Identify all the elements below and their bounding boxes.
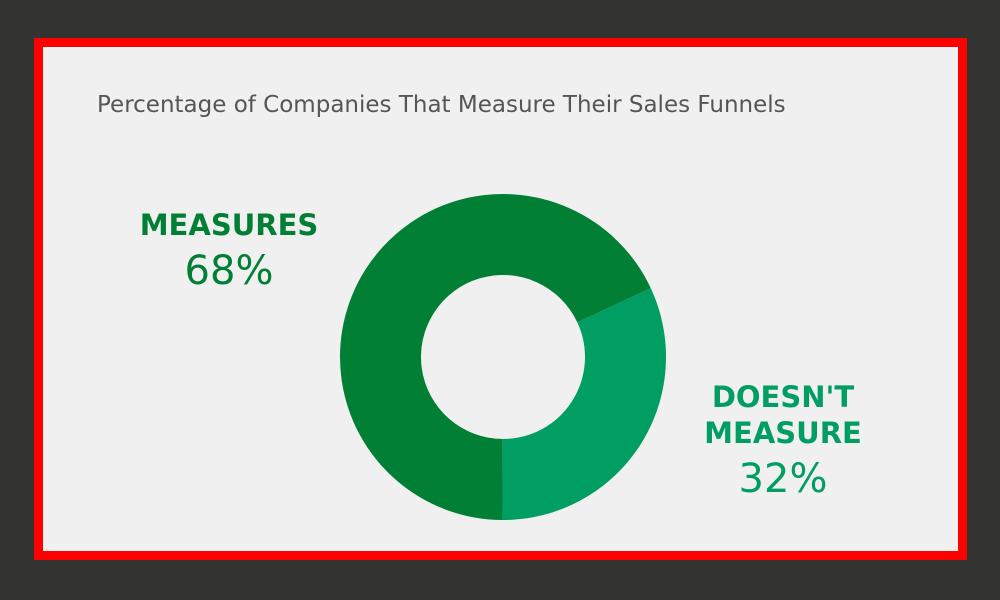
slice-value-measures: 68% bbox=[184, 248, 274, 294]
donut-chart bbox=[339, 193, 666, 520]
chart-panel: Percentage of Companies That Measure The… bbox=[34, 38, 967, 560]
slice-doesnt-measure bbox=[502, 288, 666, 520]
slice-measures bbox=[339, 193, 651, 520]
chart-title: Percentage of Companies That Measure The… bbox=[97, 92, 786, 118]
slice-value-doesnt-measure: 32% bbox=[738, 456, 828, 502]
slice-label-doesnt-measure: DOESN'T MEASURE 32% bbox=[683, 379, 883, 503]
slice-label-measures: MEASURES 68% bbox=[129, 207, 329, 295]
slice-name-doesnt-measure: DOESN'T MEASURE bbox=[704, 380, 862, 450]
slice-name-measures: MEASURES bbox=[139, 208, 319, 242]
